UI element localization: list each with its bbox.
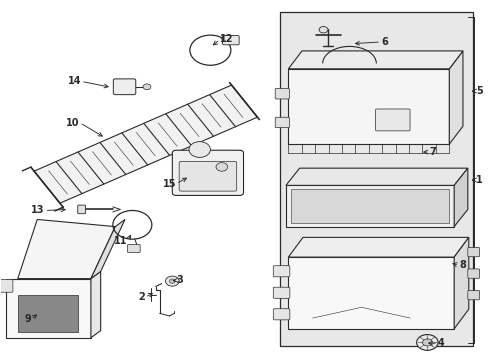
Text: 11: 11	[114, 236, 127, 246]
FancyBboxPatch shape	[275, 117, 289, 128]
FancyBboxPatch shape	[273, 266, 289, 277]
Text: 15: 15	[163, 179, 176, 189]
Polygon shape	[290, 189, 448, 223]
Circle shape	[169, 279, 175, 283]
Polygon shape	[288, 51, 462, 69]
FancyBboxPatch shape	[467, 269, 479, 278]
Circle shape	[143, 84, 151, 90]
FancyBboxPatch shape	[179, 161, 236, 191]
Text: 2: 2	[138, 292, 145, 302]
Polygon shape	[453, 168, 467, 226]
FancyBboxPatch shape	[0, 279, 13, 292]
FancyBboxPatch shape	[273, 287, 289, 298]
Circle shape	[188, 141, 210, 157]
FancyBboxPatch shape	[78, 205, 85, 214]
FancyBboxPatch shape	[273, 309, 289, 320]
Circle shape	[216, 163, 227, 171]
Polygon shape	[285, 168, 467, 185]
FancyBboxPatch shape	[172, 150, 243, 195]
Text: 3: 3	[176, 275, 183, 285]
Text: 5: 5	[475, 86, 482, 96]
Polygon shape	[5, 279, 91, 338]
Polygon shape	[288, 69, 448, 144]
Polygon shape	[285, 185, 453, 226]
FancyBboxPatch shape	[375, 109, 409, 131]
Polygon shape	[18, 220, 115, 279]
Polygon shape	[34, 85, 257, 203]
Text: 7: 7	[429, 147, 436, 157]
Polygon shape	[453, 237, 468, 329]
Polygon shape	[91, 271, 101, 338]
FancyBboxPatch shape	[113, 79, 136, 95]
Text: 14: 14	[67, 76, 81, 86]
Text: 12: 12	[220, 35, 233, 44]
FancyBboxPatch shape	[467, 291, 479, 300]
FancyBboxPatch shape	[467, 247, 479, 257]
Circle shape	[165, 276, 179, 286]
Polygon shape	[288, 237, 468, 257]
Text: 1: 1	[475, 175, 482, 185]
Polygon shape	[18, 295, 78, 332]
Polygon shape	[288, 257, 453, 329]
Polygon shape	[448, 51, 462, 144]
Circle shape	[422, 339, 431, 346]
Text: 8: 8	[458, 260, 465, 270]
Circle shape	[416, 334, 437, 350]
Text: 4: 4	[437, 338, 444, 348]
Text: 9: 9	[24, 314, 31, 324]
Text: 13: 13	[31, 206, 44, 216]
Bar	[279, 12, 472, 346]
Polygon shape	[91, 220, 125, 279]
Text: 10: 10	[66, 118, 80, 128]
FancyBboxPatch shape	[275, 89, 289, 99]
FancyBboxPatch shape	[127, 244, 140, 252]
FancyBboxPatch shape	[222, 36, 239, 45]
Text: 6: 6	[380, 37, 387, 47]
Circle shape	[319, 27, 327, 33]
